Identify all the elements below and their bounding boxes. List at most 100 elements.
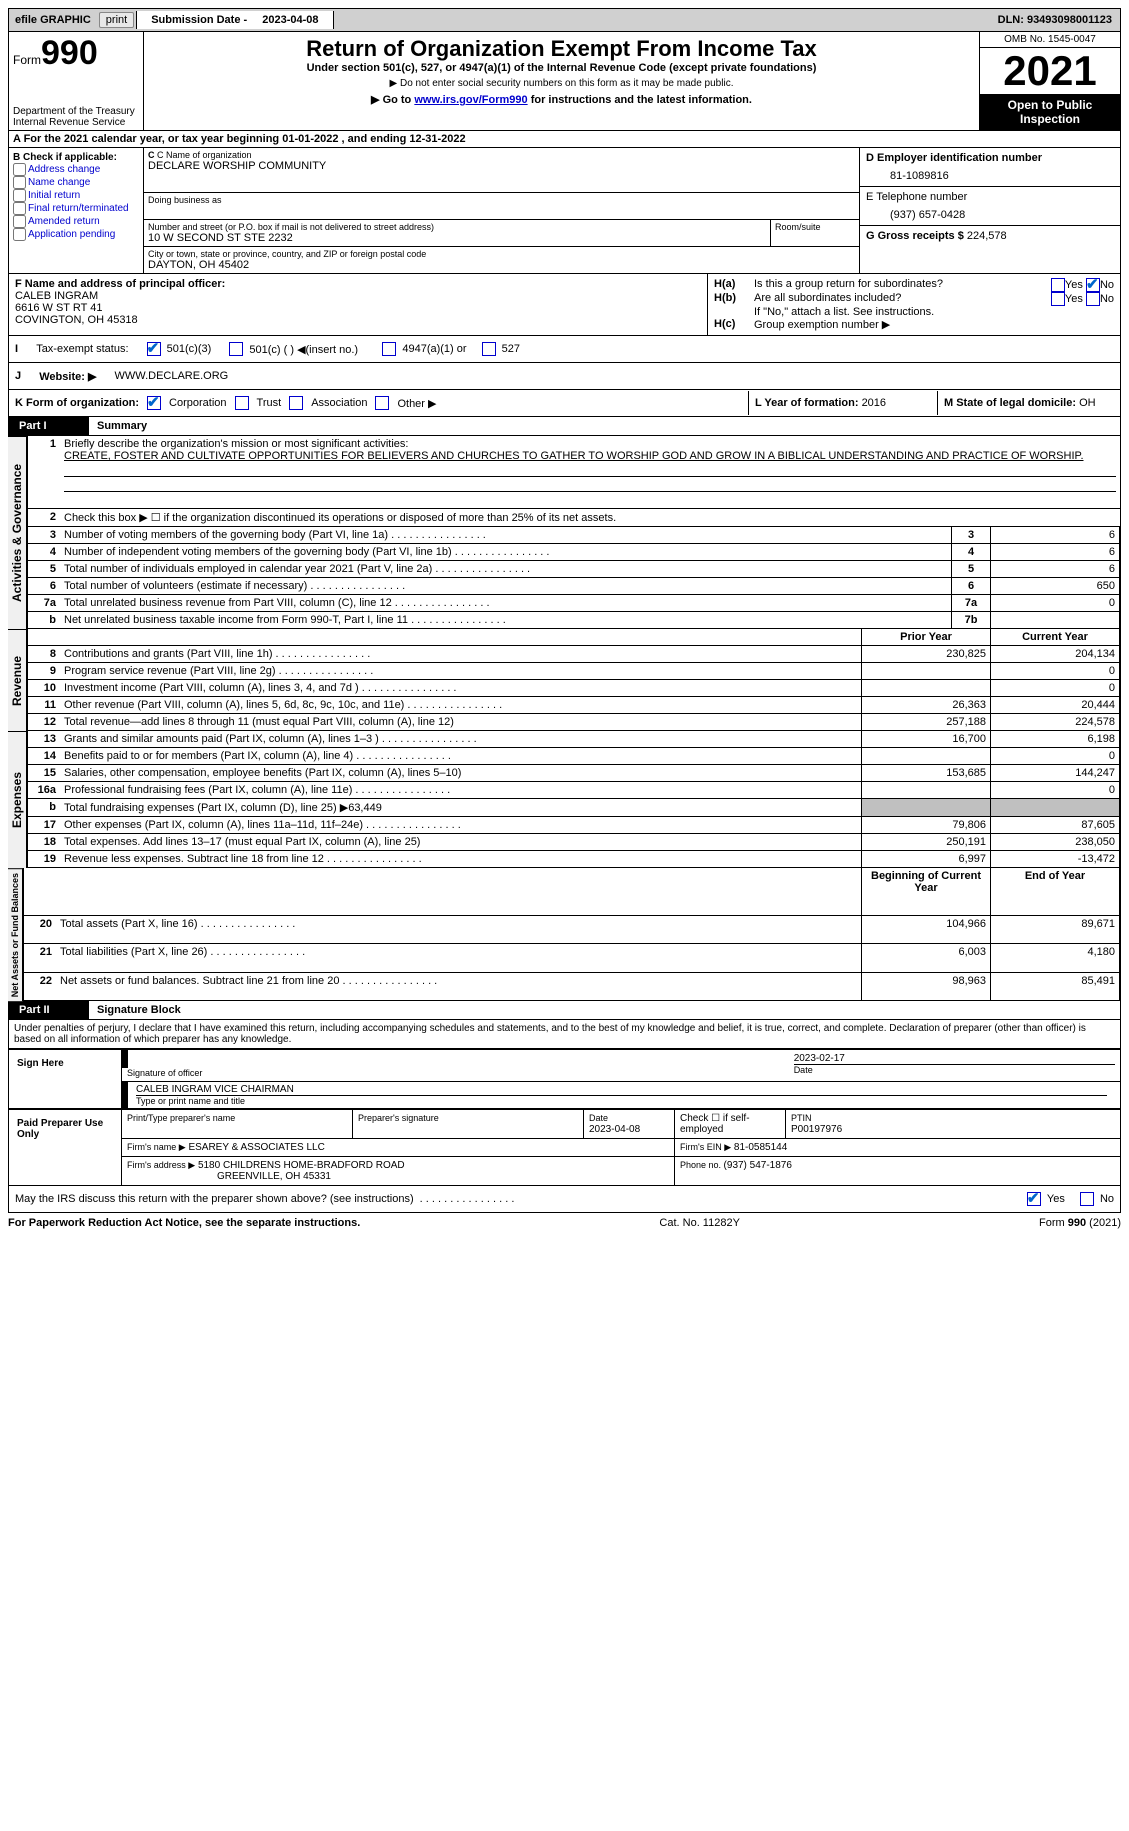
cb-corp[interactable]	[147, 396, 161, 410]
part1-header: Part I Summary	[8, 417, 1121, 436]
prep-date-label: Date	[589, 1113, 608, 1123]
cb-amended[interactable]: Amended return	[13, 215, 139, 228]
row-4: 4Number of independent voting members of…	[28, 544, 1120, 561]
city-label: City or town, state or province, country…	[148, 249, 855, 259]
cb-assoc[interactable]	[289, 396, 303, 410]
dept-label: Department of the Treasury	[13, 106, 135, 117]
irs-link[interactable]: www.irs.gov/Form990	[414, 94, 527, 106]
vtab-expenses: Expenses	[8, 731, 27, 868]
cb-initial-return[interactable]: Initial return	[13, 189, 139, 202]
row-k-l-m: K Form of organization: Corporation Trus…	[8, 390, 1121, 417]
gross-label: G Gross receipts $	[866, 230, 967, 242]
type-name-label: Type or print name and title	[136, 1095, 1107, 1106]
section-activities: Activities & Governance 1 Briefly descri…	[8, 436, 1121, 629]
b-label: B Check if applicable:	[13, 152, 139, 163]
open-public-badge: Open to Public Inspection	[980, 94, 1120, 130]
col-end: End of Year	[991, 868, 1120, 916]
ein-value: 81-1089816	[866, 164, 1114, 182]
room-label: Room/suite	[775, 222, 855, 232]
cb-discuss-yes[interactable]	[1027, 1192, 1041, 1206]
dln: DLN: 93493098001123	[992, 14, 1120, 26]
cb-trust[interactable]	[235, 396, 249, 410]
footer-right: Form 990 (2021)	[1039, 1217, 1121, 1229]
vtab-activities: Activities & Governance	[8, 436, 27, 629]
footer-left: For Paperwork Reduction Act Notice, see …	[8, 1217, 360, 1229]
paid-preparer-block: Paid Preparer Use Only Print/Type prepar…	[8, 1109, 1121, 1186]
cb-other[interactable]	[375, 396, 389, 410]
sig-date-value: 2023-02-17	[794, 1053, 1115, 1064]
cb-discuss-no[interactable]	[1080, 1192, 1094, 1206]
row-10: 10Investment income (Part VIII, column (…	[28, 680, 1120, 697]
cb-app-pending[interactable]: Application pending	[13, 228, 139, 241]
row-17: 17Other expenses (Part IX, column (A), l…	[28, 817, 1120, 834]
phone-value: (937) 657-0428	[866, 203, 1114, 221]
vtab-revenue: Revenue	[8, 629, 27, 731]
print-button[interactable]: print	[99, 12, 134, 28]
officer-name: CALEB INGRAM	[15, 290, 701, 302]
h-a: H(a)Is this a group return for subordina…	[714, 278, 1114, 292]
submission-date: Submission Date - 2023-04-08	[136, 11, 333, 29]
row-18: 18Total expenses. Add lines 13–17 (must …	[28, 834, 1120, 851]
discuss-row: May the IRS discuss this return with the…	[8, 1186, 1121, 1213]
firm-addr1: 5180 CHILDRENS HOME-BRADFORD ROAD	[198, 1160, 405, 1171]
ptin-label: PTIN	[791, 1113, 812, 1123]
mission-label: Briefly describe the organization's miss…	[64, 438, 408, 450]
form-number: Form990	[13, 34, 139, 73]
form-header: Form990 Department of the Treasury Inter…	[8, 32, 1121, 131]
row-7b: bNet unrelated business taxable income f…	[28, 612, 1120, 629]
irs-label: Internal Revenue Service	[13, 117, 125, 128]
row-13: 13Grants and similar amounts paid (Part …	[28, 731, 1120, 748]
cb-final-return[interactable]: Final return/terminated	[13, 202, 139, 215]
officer-label: F Name and address of principal officer:	[15, 278, 225, 290]
section-f-h: F Name and address of principal officer:…	[8, 274, 1121, 336]
row-21: 21Total liabilities (Part X, line 26)6,0…	[24, 944, 1120, 972]
row-a-tax-year: A For the 2021 calendar year, or tax yea…	[8, 131, 1121, 148]
cb-527[interactable]	[482, 342, 496, 356]
mission-text: CREATE, FOSTER AND CULTIVATE OPPORTUNITI…	[64, 450, 1084, 462]
row-5: 5Total number of individuals employed in…	[28, 561, 1120, 578]
addr-label: Number and street (or P.O. box if mail i…	[148, 222, 766, 232]
col-current: Current Year	[991, 629, 1120, 646]
footer-mid: Cat. No. 11282Y	[659, 1217, 740, 1229]
col-beginning: Beginning of Current Year	[862, 868, 991, 916]
section-expenses: Expenses 13Grants and similar amounts pa…	[8, 731, 1121, 868]
penalties-text: Under penalties of perjury, I declare th…	[8, 1020, 1121, 1049]
tax-year: 2021	[980, 48, 1120, 94]
cb-501c[interactable]	[229, 342, 243, 356]
prep-sig-label: Preparer's signature	[358, 1113, 439, 1123]
section-b-to-g: B Check if applicable: Address change Na…	[8, 148, 1121, 274]
cb-501c3[interactable]	[147, 342, 161, 356]
website-value: WWW.DECLARE.ORG	[115, 370, 229, 382]
sign-here-label: Sign Here	[9, 1050, 122, 1109]
cb-4947[interactable]	[382, 342, 396, 356]
row-i-tax-status: I Tax-exempt status: 501(c)(3) 501(c) ( …	[8, 336, 1121, 363]
vtab-net-assets: Net Assets or Fund Balances	[8, 868, 23, 1001]
subtitle-1: Under section 501(c), 527, or 4947(a)(1)…	[148, 62, 975, 74]
row-6: 6Total number of volunteers (estimate if…	[28, 578, 1120, 595]
org-name: DECLARE WORSHIP COMMUNITY	[148, 160, 855, 172]
cb-name-change[interactable]: Name change	[13, 176, 139, 189]
row-15: 15Salaries, other compensation, employee…	[28, 765, 1120, 782]
preparer-label: Paid Preparer Use Only	[9, 1110, 122, 1186]
row-16b: bTotal fundraising expenses (Part IX, co…	[28, 799, 1120, 817]
firm-ein: 81-0585144	[734, 1142, 787, 1153]
row-20: 20Total assets (Part X, line 16)104,9668…	[24, 916, 1120, 944]
row-22: 22Net assets or fund balances. Subtract …	[24, 972, 1120, 1000]
firm-phone: (937) 547-1876	[724, 1160, 792, 1171]
officer-printed-name: CALEB INGRAM VICE CHAIRMAN	[136, 1084, 1107, 1095]
omb-number: OMB No. 1545-0047	[980, 32, 1120, 48]
form-title: Return of Organization Exempt From Incom…	[148, 36, 975, 62]
row-16a: 16aProfessional fundraising fees (Part I…	[28, 782, 1120, 799]
cb-address-change[interactable]: Address change	[13, 163, 139, 176]
row-11: 11Other revenue (Part VIII, column (A), …	[28, 697, 1120, 714]
top-bar: efile GRAPHIC print Submission Date - 20…	[8, 8, 1121, 32]
prep-name-label: Print/Type preparer's name	[127, 1113, 235, 1123]
subtitle-2: ▶ Do not enter social security numbers o…	[148, 78, 975, 89]
efile-label: efile GRAPHIC	[9, 14, 97, 26]
dba-label: Doing business as	[148, 195, 855, 205]
city-value: DAYTON, OH 45402	[148, 259, 855, 271]
row-7a: 7aTotal unrelated business revenue from …	[28, 595, 1120, 612]
part2-header: Part II Signature Block	[8, 1001, 1121, 1020]
row-12: 12Total revenue—add lines 8 through 11 (…	[28, 714, 1120, 731]
officer-addr1: 6616 W ST RT 41	[15, 302, 701, 314]
